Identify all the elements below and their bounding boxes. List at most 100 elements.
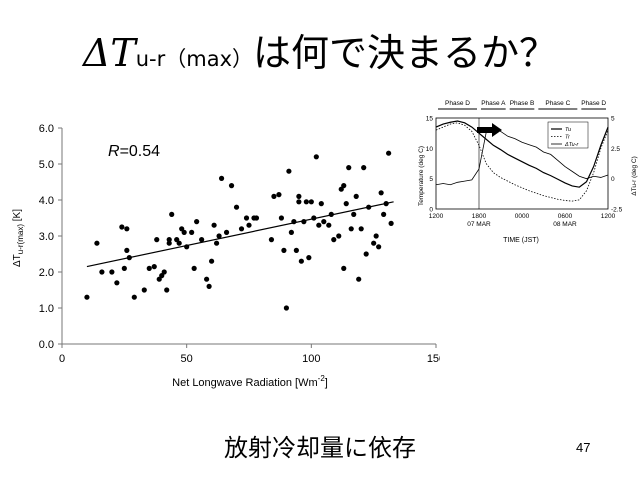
data-point xyxy=(348,226,354,232)
y-tick-label: 2.0 xyxy=(39,267,54,279)
inset-ytick-right: 5 xyxy=(611,116,615,123)
data-point xyxy=(84,294,90,300)
data-point xyxy=(296,193,302,199)
phase-label: Phase C xyxy=(545,100,570,107)
inset-series-line xyxy=(435,120,609,188)
inset-ytick-left: 0 xyxy=(429,207,433,214)
data-point xyxy=(199,237,205,243)
data-point xyxy=(94,240,100,246)
data-point xyxy=(213,240,220,246)
data-point xyxy=(378,190,384,196)
data-point xyxy=(298,258,304,264)
data-point xyxy=(223,229,230,235)
inset-ytick-left: 5 xyxy=(429,176,433,183)
slide-title: ΔTu-r（max）は何で決まるか？ xyxy=(60,22,580,77)
inset-xtick: 1200 xyxy=(601,213,616,220)
data-point xyxy=(371,240,377,246)
data-point xyxy=(161,269,167,275)
data-point xyxy=(169,211,175,217)
data-point xyxy=(228,183,235,189)
scatter-xlabel: Net Longwave Radiation [Wm-2] xyxy=(172,374,328,389)
inset-xlabel: TIME (JST) xyxy=(503,237,539,244)
data-point xyxy=(216,233,222,239)
data-point xyxy=(109,269,115,275)
data-point xyxy=(243,215,250,221)
phase-label: Phase D xyxy=(445,100,470,107)
legend-label: Tr xyxy=(565,135,571,141)
data-point xyxy=(189,229,195,235)
data-point xyxy=(209,258,215,264)
data-point xyxy=(283,305,289,311)
data-point xyxy=(124,226,130,232)
phase-bar: Phase D Phase A Phase B Phase C Phase D xyxy=(438,100,606,110)
slide-subtitle: 放射冷却量に依存 xyxy=(224,434,416,462)
data-point xyxy=(306,255,312,261)
inset-xtick: 1200 xyxy=(429,213,444,220)
inset-ytick-left: 10 xyxy=(426,146,434,153)
data-point xyxy=(286,168,292,174)
data-point xyxy=(288,229,294,235)
data-point xyxy=(166,240,172,246)
data-point xyxy=(358,226,364,232)
scatter-points xyxy=(84,150,394,311)
data-point xyxy=(238,226,245,232)
inset-ytick-right: -2.5 xyxy=(611,207,623,214)
correlation-annotation: R=0.54 xyxy=(108,143,160,160)
inset-ytick-right: 0 xyxy=(611,176,615,183)
data-point xyxy=(141,287,147,293)
page-number: 47 xyxy=(576,440,591,455)
data-point xyxy=(151,264,157,270)
x-tick-label: 0 xyxy=(59,353,65,365)
data-point xyxy=(218,175,225,181)
inset-series xyxy=(435,120,609,202)
data-point xyxy=(191,265,197,271)
inset-xtick-date: 07 MAR xyxy=(467,221,491,228)
data-point xyxy=(386,150,392,156)
data-point xyxy=(206,283,212,289)
phase-label: Phase D xyxy=(581,100,606,107)
title-question: は何で決まるか？ xyxy=(253,31,558,75)
data-point xyxy=(346,165,352,171)
phase-label: Phase B xyxy=(510,100,535,107)
data-point xyxy=(166,237,172,243)
data-point xyxy=(164,287,170,293)
data-point xyxy=(281,247,287,253)
data-point xyxy=(351,211,357,217)
inset-series-line xyxy=(435,122,609,202)
inset-timeseries-chart: Phase D Phase A Phase B Phase C Phase D 0 5 10… xyxy=(418,100,638,244)
legend-label: Tu xyxy=(565,127,571,133)
legend-label: ΔTu-r xyxy=(564,142,580,148)
inset-ytick-left: 15 xyxy=(426,116,434,123)
y-tick-label: 6.0 xyxy=(39,123,54,135)
data-point xyxy=(271,193,277,199)
data-point xyxy=(124,247,130,253)
data-point xyxy=(373,233,379,239)
title-delta-t: ΔT xyxy=(82,31,136,75)
y-tick-label: 0.0 xyxy=(39,339,54,351)
data-point xyxy=(341,183,347,189)
inset-ylabel-left: Temperature (deg C) xyxy=(418,146,425,206)
inset-xtick: 0000 xyxy=(515,213,530,220)
data-point xyxy=(276,192,282,198)
data-point xyxy=(131,294,137,300)
data-point xyxy=(176,240,182,246)
data-point xyxy=(318,201,324,207)
data-point xyxy=(331,237,337,243)
inset-xtick: 0600 xyxy=(558,213,573,220)
trend-line xyxy=(86,201,394,268)
inset-ylabel-right: ΔTu-r (deg C) xyxy=(631,156,638,196)
data-point xyxy=(343,201,349,207)
arrow-icon xyxy=(477,123,502,137)
inset-ytick-right: 2.5 xyxy=(611,146,620,153)
title-subscript: u-r（max） xyxy=(135,47,254,71)
inset-xtick-date: 08 MAR xyxy=(553,221,577,228)
data-point xyxy=(381,211,387,217)
data-point xyxy=(194,219,200,225)
data-point xyxy=(316,222,322,228)
data-point xyxy=(181,229,187,235)
x-tick-label: 150 xyxy=(427,353,440,365)
data-point xyxy=(341,265,347,271)
data-point xyxy=(308,199,314,205)
data-point xyxy=(313,154,319,160)
